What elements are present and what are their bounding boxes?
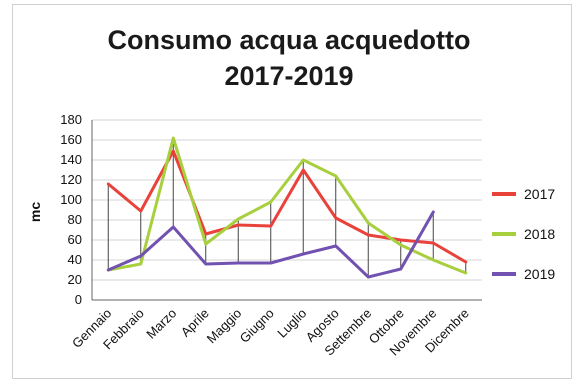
y-tick-label: 20 — [68, 272, 82, 287]
y-tick-label: 160 — [60, 132, 82, 147]
y-tick-label: 180 — [60, 112, 82, 127]
y-tick-label: 60 — [68, 232, 82, 247]
legend-label-2019: 2019 — [524, 266, 555, 282]
series-line-2018 — [106, 136, 468, 275]
chart-title: Consumo acqua acquedotto 2017-2019 — [0, 22, 578, 94]
y-tick-label: 0 — [75, 292, 82, 307]
chart-title-line-2: 2017-2019 — [224, 61, 354, 91]
legend-label-2018: 2018 — [524, 226, 555, 242]
y-tick-label: 80 — [68, 212, 82, 227]
y-axis-label: mc — [27, 202, 43, 222]
x-tick-label: Marzo — [143, 306, 179, 342]
y-tick-label: 40 — [68, 252, 82, 267]
series-line-2019 — [106, 210, 435, 279]
legend-label-2017: 2017 — [524, 186, 555, 202]
y-tick-label: 100 — [60, 192, 82, 207]
x-tick-label: Giugno — [237, 306, 277, 346]
y-tick-label: 120 — [60, 172, 82, 187]
x-tick-label: Maggio — [204, 306, 245, 347]
chart-title-line-1: Consumo acqua acquedotto — [107, 25, 471, 55]
y-tick-label: 140 — [60, 152, 82, 167]
series-line-2017 — [106, 149, 468, 264]
